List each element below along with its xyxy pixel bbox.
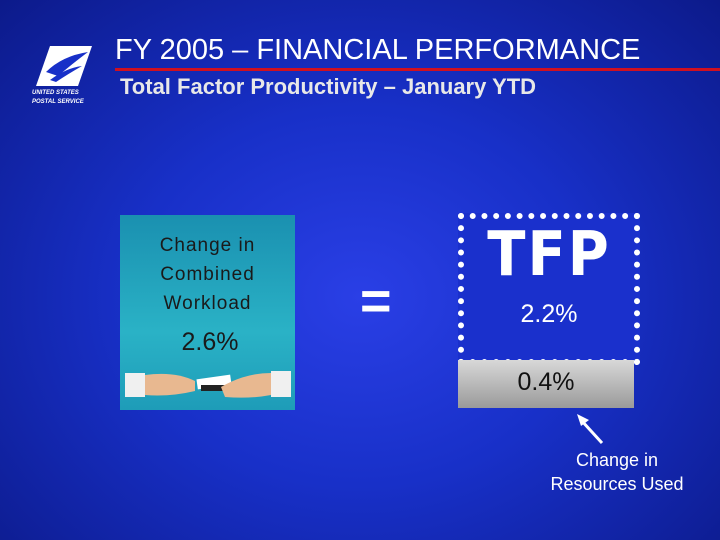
- arrow: [577, 414, 604, 445]
- logo-text: POSTAL SERVICE: [32, 99, 84, 105]
- logo-text: UNITED STATES: [32, 90, 79, 96]
- workload-label: Change in Combined Workload: [159, 235, 256, 314]
- resources-note: Change in Resources Used: [550, 450, 684, 494]
- resources-value: 0.4%: [517, 368, 575, 396]
- tfp-box: [458, 213, 640, 365]
- resources-box: [458, 360, 634, 408]
- title: FY 2005 – FINANCIAL PERFORMANCE: [115, 34, 641, 66]
- logo-eagle: [36, 46, 92, 86]
- workload-value: 2.6%: [181, 328, 239, 356]
- hands-image: [125, 371, 291, 398]
- subtitle: Total Factor Productivity – January YTD: [120, 74, 537, 99]
- tfp-label: TFP: [487, 218, 611, 291]
- tfp-value: 2.2%: [520, 300, 578, 328]
- equals-sign: =: [360, 271, 392, 331]
- title-rule: [115, 68, 720, 71]
